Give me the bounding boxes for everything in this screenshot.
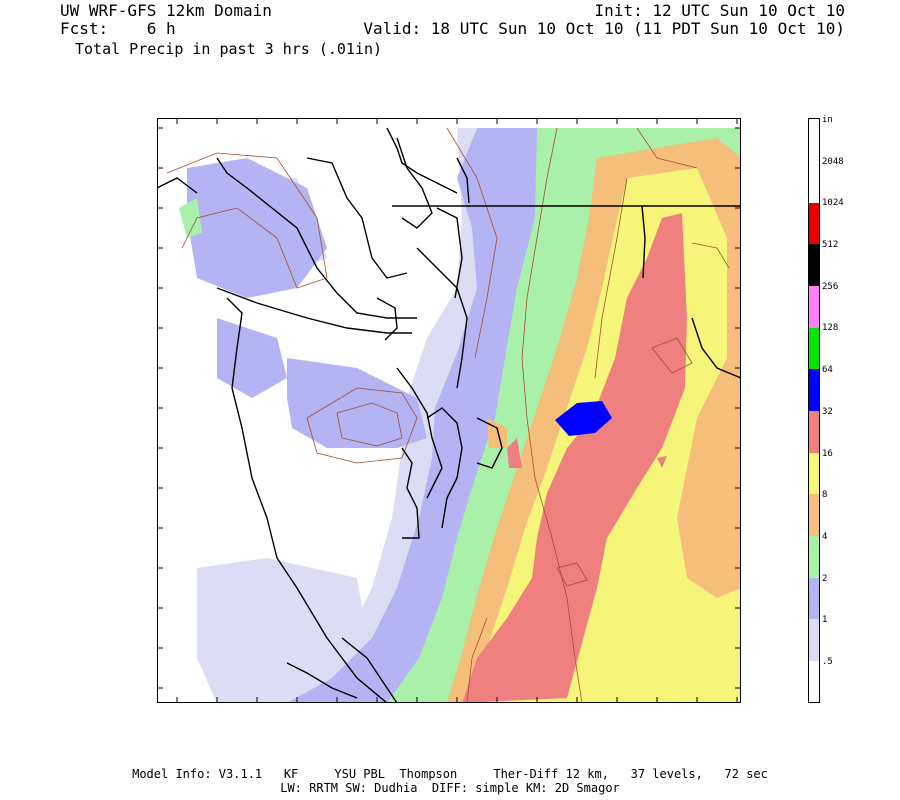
- coastlines: [157, 127, 741, 703]
- colorbar-label-1: 1: [822, 615, 828, 625]
- colorbar-seg-512: [809, 244, 819, 286]
- colorbar: [808, 118, 820, 703]
- init-time: Init: 12 UTC Sun 10 Oct 10: [594, 1, 845, 20]
- colorbar-seg-2: [809, 578, 819, 619]
- colorbar-seg-05: [809, 661, 819, 702]
- colorbar-label-4: 4: [822, 532, 828, 542]
- colorbar-label-512: 512: [822, 240, 839, 250]
- colorbar-label-8: 8: [822, 490, 828, 500]
- frame-ticks: [157, 118, 741, 703]
- model-info-line2: LW: RRTM SW: Dudhia DIFF: simple KM: 2D …: [280, 781, 620, 795]
- colorbar-label-2: 2: [822, 574, 828, 584]
- colorbar-seg-64: [809, 369, 819, 411]
- colorbar-seg-4: [809, 536, 819, 578]
- colorbar-seg-8: [809, 494, 819, 536]
- colorbar-label-128: 128: [822, 323, 839, 333]
- precip-fill-blue-max: [555, 401, 612, 436]
- model-title: UW WRF-GFS 12km Domain: [60, 1, 272, 20]
- colorbar-label-256: 256: [822, 282, 839, 292]
- colorbar-label-2048: 2048: [822, 157, 844, 167]
- colorbar-seg-2048: [809, 119, 819, 203]
- colorbar-seg-1: [809, 619, 819, 661]
- colorbar-seg-1024: [809, 203, 819, 244]
- precip-fill-salmon: [462, 213, 687, 703]
- colorbar-label-05: .5: [822, 657, 833, 667]
- contour-lines: [166, 127, 730, 703]
- colorbar-label-32: 32: [822, 407, 833, 417]
- colorbar-seg-256: [809, 286, 819, 328]
- precip-map: [157, 118, 741, 703]
- colorbar-label-16: 16: [822, 449, 833, 459]
- colorbar-seg-32: [809, 411, 819, 453]
- colorbar-seg-16: [809, 453, 819, 494]
- model-info-line1: Model Info: V3.1.1 KF YSU PBL Thompson T…: [132, 767, 768, 781]
- colorbar-label-1024: 1024: [822, 198, 844, 208]
- valid-time: Valid: 18 UTC Sun 10 Oct 10 (11 PDT Sun …: [363, 19, 845, 38]
- field-title: Total Precip in past 3 hrs (.01in): [75, 40, 383, 58]
- map-frame: [157, 118, 741, 703]
- colorbar-unit: in: [822, 115, 833, 125]
- forecast-hour: Fcst: 6 h: [60, 19, 176, 38]
- colorbar-label-64: 64: [822, 365, 833, 375]
- colorbar-seg-128: [809, 328, 819, 369]
